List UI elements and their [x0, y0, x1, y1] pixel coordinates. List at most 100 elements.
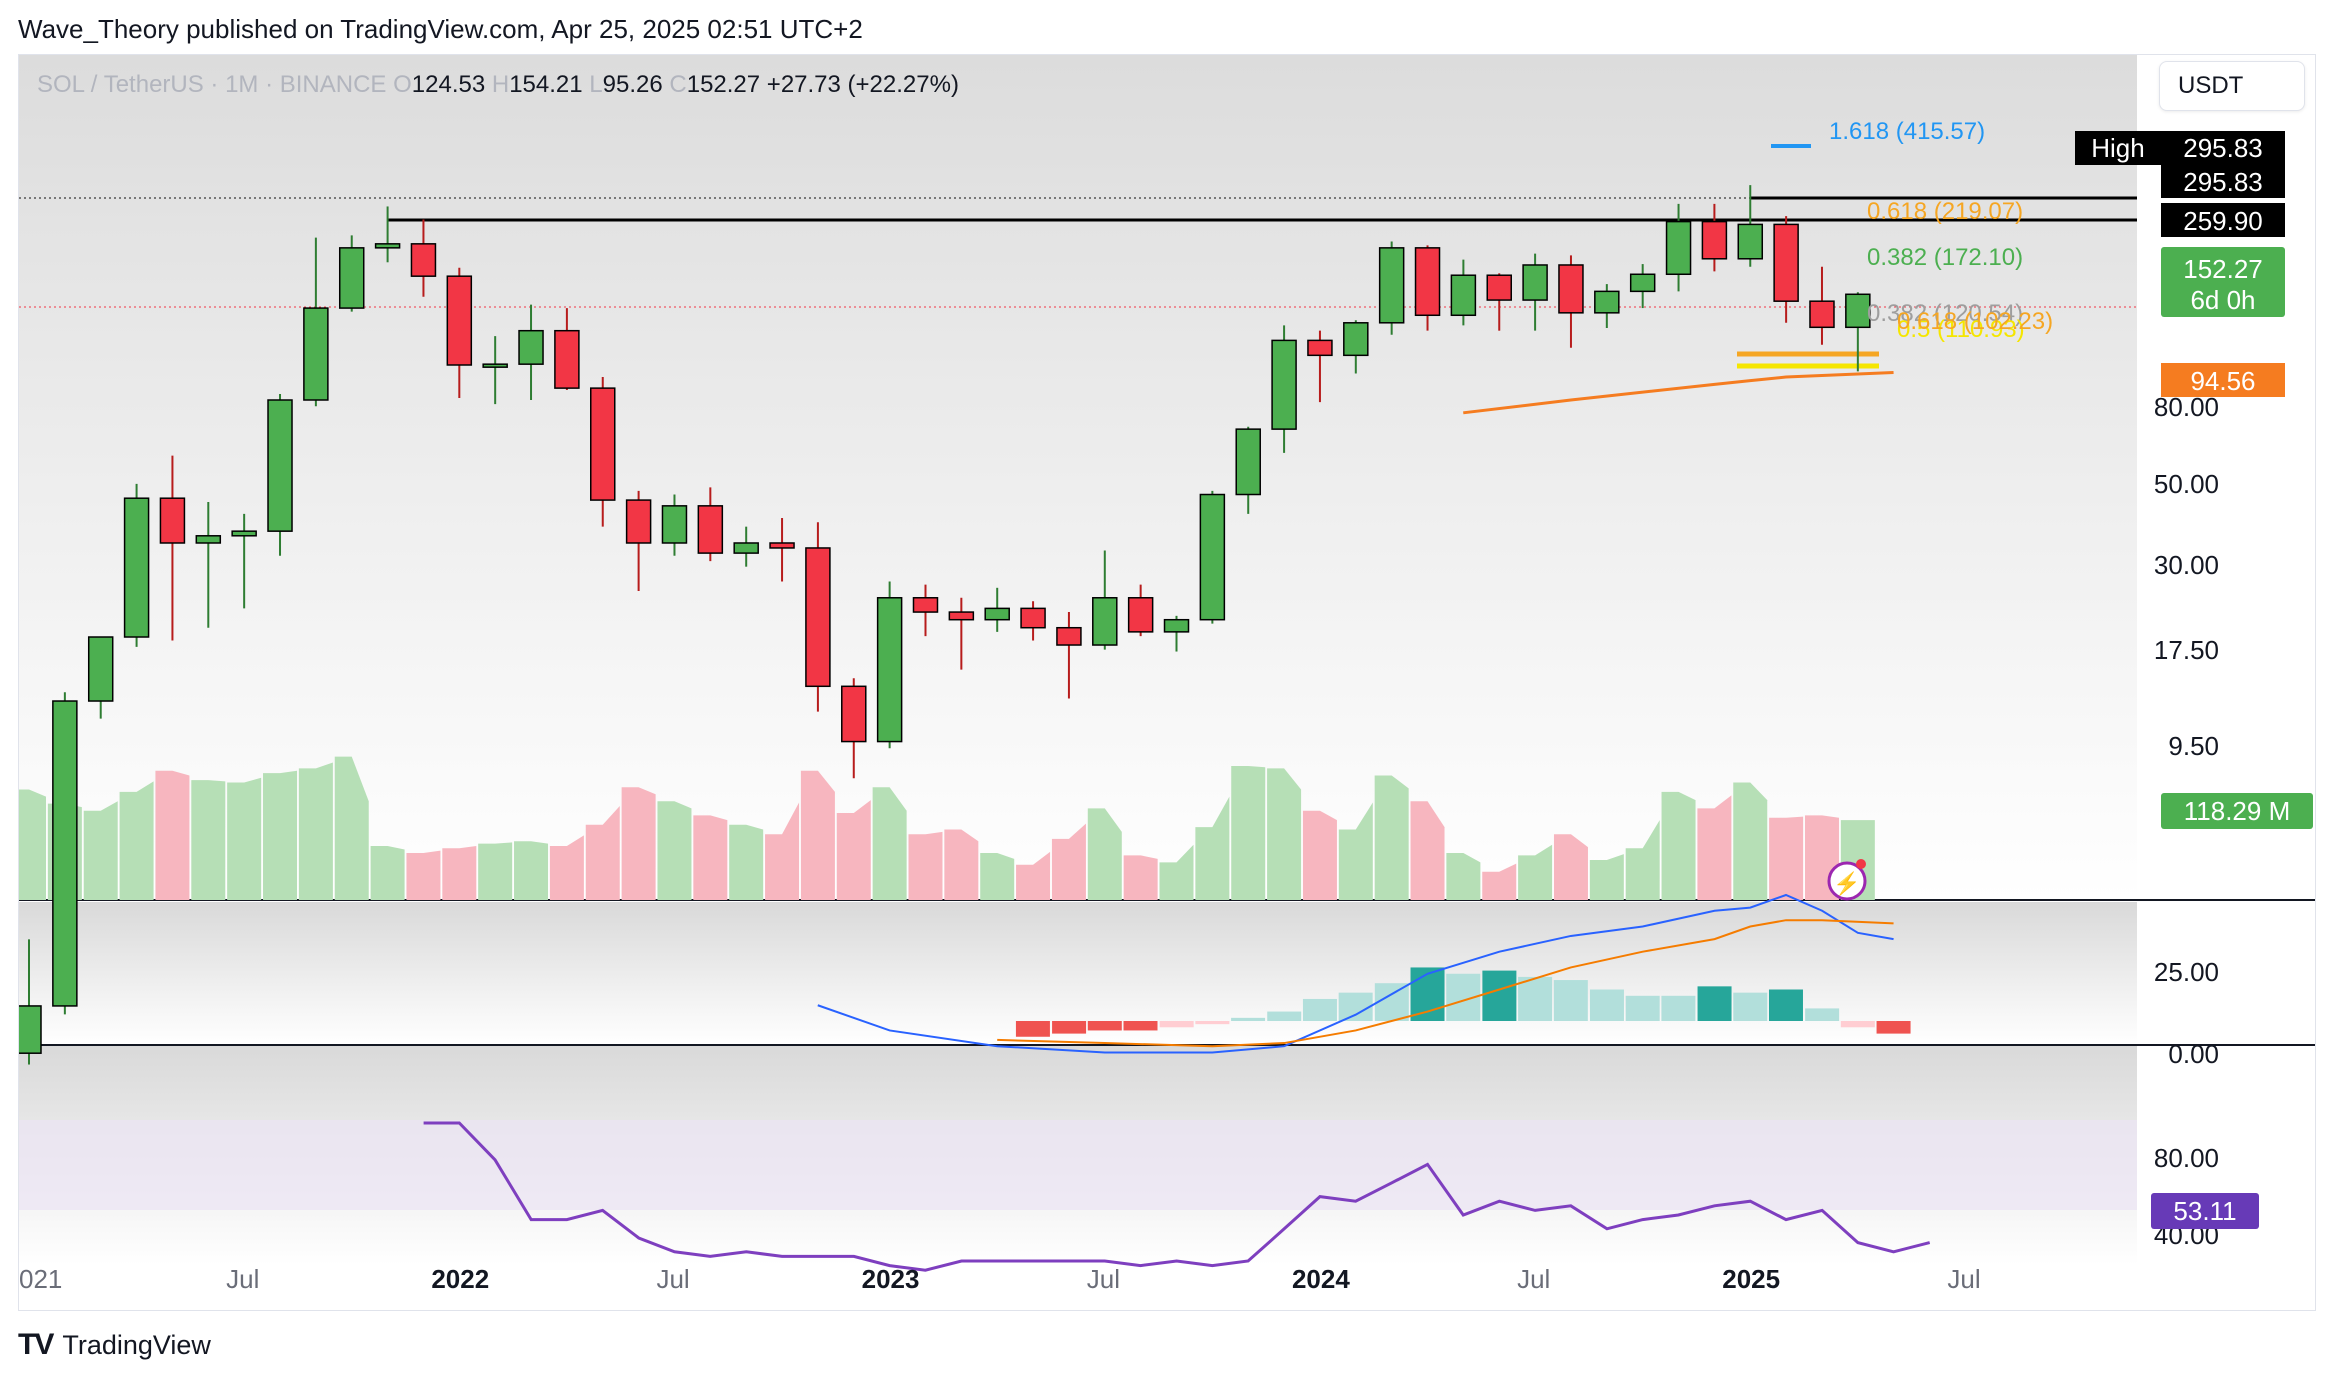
candle-body	[159, 497, 186, 544]
time-axis-tick: 2024	[1292, 1264, 1350, 1294]
candle-body	[841, 685, 867, 743]
volume-area-segment	[263, 770, 298, 900]
volume-area-segment	[549, 835, 584, 900]
candle-body	[1845, 293, 1871, 329]
macd-histogram-bar	[1697, 986, 1732, 1021]
price-label-box	[2161, 164, 2285, 198]
volume-area-segment	[1338, 802, 1373, 900]
high-label-box	[2075, 131, 2161, 165]
time-axis-tick: Jul	[656, 1264, 689, 1294]
volume-area-segment	[1231, 766, 1266, 900]
fib-label: 1.618 (415.57)	[1829, 118, 1985, 145]
macd-histogram-bar	[1267, 1011, 1302, 1021]
price-label-box	[2161, 131, 2285, 165]
macd-histogram-bar	[1482, 970, 1517, 1021]
time-axis-tick: Jul	[226, 1264, 259, 1294]
volume-area-segment	[980, 853, 1015, 900]
macd-histogram-bar	[1661, 995, 1696, 1021]
macd-histogram-bar	[1589, 989, 1624, 1021]
volume-label-text: 118.29 M	[2184, 796, 2290, 826]
volume-area-segment	[1016, 851, 1051, 900]
candle-body	[1378, 247, 1405, 324]
candle-body	[374, 243, 401, 249]
candle-body	[1271, 339, 1297, 430]
candle-body	[482, 363, 508, 368]
currency-button[interactable]: USDT	[2159, 61, 2305, 111]
candle-body	[733, 542, 759, 554]
candle-body	[805, 547, 831, 688]
volume-area-segment	[872, 787, 907, 900]
time-axis-tick: Jul	[1947, 1264, 1980, 1294]
candle-body	[1020, 607, 1046, 629]
rsi-value-text: 53.11	[2173, 1196, 2236, 1226]
fib-label: 0.618 (219.07)	[1867, 198, 2023, 225]
volume-area-segment	[1446, 853, 1481, 900]
macd-histogram-bar	[1805, 1008, 1840, 1021]
volume-area-segment	[1087, 808, 1122, 900]
brand-name: TradingView	[62, 1329, 211, 1360]
high-label-text: High	[2091, 133, 2144, 163]
candle-body	[769, 542, 795, 549]
candle-body	[1235, 428, 1261, 496]
tradingview-logo-icon[interactable]: TV	[18, 1328, 54, 1361]
candle-body	[87, 636, 114, 702]
legend-symbol[interactable]: SOL / TetherUS · 1M · BINANCE	[37, 71, 387, 98]
candle-body	[1343, 322, 1369, 357]
price-label-box	[2161, 363, 2285, 397]
macd-histogram-bar	[1768, 989, 1803, 1021]
candle-body	[518, 329, 544, 365]
candle-body	[948, 611, 975, 621]
candle-body	[303, 307, 329, 401]
macd-histogram-bar	[1195, 1021, 1230, 1025]
candle-body	[876, 597, 903, 743]
volume-area-segment	[1769, 816, 1804, 900]
macd-histogram-bar	[1553, 980, 1588, 1021]
macd-histogram-bar	[1302, 998, 1337, 1021]
candle-body	[554, 329, 580, 389]
macd-histogram-bar	[1625, 995, 1660, 1021]
legend-high: 154.21	[509, 71, 583, 98]
macd-histogram-bar	[1015, 1021, 1050, 1037]
candle-body	[697, 505, 724, 554]
price-axis-tick: 17.50	[2154, 635, 2219, 665]
legend-low: 95.26	[602, 71, 663, 98]
legend-h-label: H	[491, 71, 510, 98]
legend-l-label: L	[589, 71, 603, 98]
candle-body	[1522, 264, 1548, 301]
time-axis-tick: 2025	[1722, 1264, 1780, 1294]
candle-body	[1809, 300, 1835, 329]
macd-line	[817, 893, 1894, 1054]
candle-body	[912, 597, 939, 613]
candle-body	[123, 497, 150, 638]
candle-body	[338, 247, 365, 309]
candle-body	[410, 243, 437, 277]
macd-histogram-bar	[1840, 1021, 1875, 1028]
candle-body	[1199, 493, 1226, 621]
countdown-text: 6d 0h	[2190, 285, 2255, 315]
macd-histogram-bar	[1052, 1021, 1087, 1034]
time-axis-tick: Jul	[1517, 1264, 1550, 1294]
time-axis-tick: 021	[19, 1264, 62, 1294]
volume-area-segment	[1051, 823, 1086, 900]
volume-area-segment	[1123, 855, 1158, 900]
chart-frame[interactable]: 1.618 (415.57) 0.618 (219.07) 0.382 (172.1…	[18, 54, 2316, 1311]
fib-label: 0.382 (172.10)	[1867, 244, 2023, 271]
volume-area-segment	[1625, 820, 1660, 900]
price-label-text: 259.90	[2183, 206, 2263, 236]
rsi-line	[423, 1121, 1931, 1272]
candle-body	[231, 530, 257, 537]
volume-area-segment	[621, 787, 656, 900]
candle-body	[1307, 339, 1333, 357]
fib-label: 0.382 (120.54)	[1867, 300, 2023, 327]
volume-area-segment	[657, 801, 692, 900]
macd-histogram-bar	[1123, 1021, 1158, 1031]
candle-body	[1486, 274, 1512, 301]
volume-area-segment	[908, 831, 943, 900]
candle-body	[195, 535, 222, 544]
price-chart-svg[interactable]: 1.618 (415.57) 0.618 (219.07) 0.382 (172.1…	[19, 55, 2315, 1310]
macd-histogram-bar	[1518, 976, 1553, 1021]
volume-area-segment	[729, 824, 764, 900]
macd-histogram-bar	[1876, 1021, 1911, 1034]
candle-body	[984, 607, 1010, 621]
candle-body	[267, 399, 293, 532]
